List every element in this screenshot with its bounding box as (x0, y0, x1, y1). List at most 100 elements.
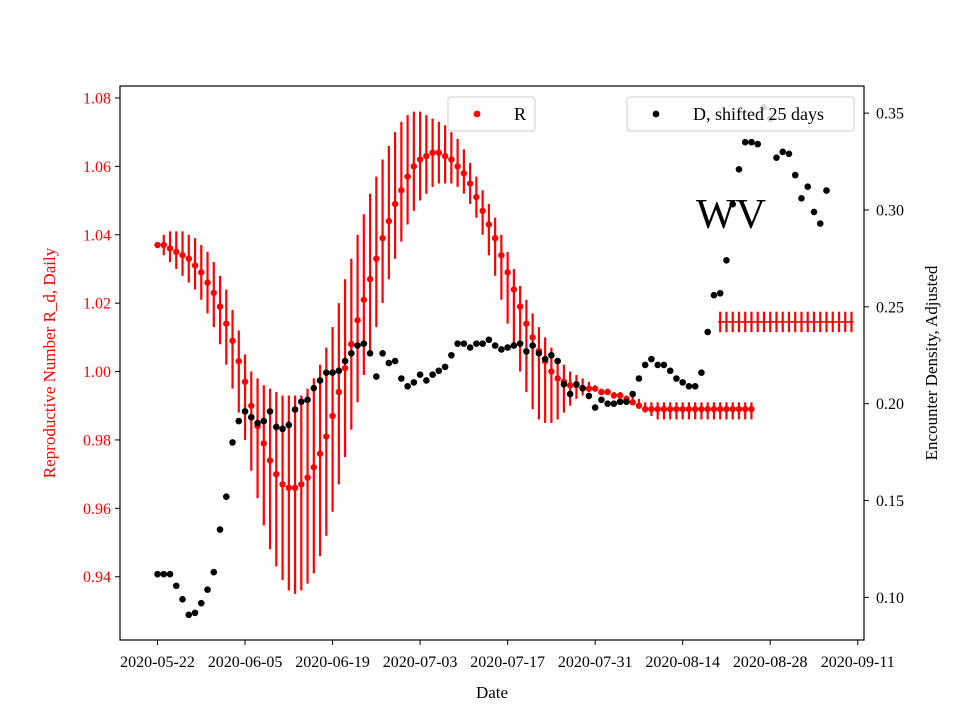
r-point (473, 193, 480, 201)
r-point (748, 405, 755, 413)
d-point (304, 396, 311, 404)
plot-frame (119, 85, 865, 641)
d-point (591, 404, 599, 411)
d-point (210, 568, 218, 576)
d-point (635, 375, 643, 382)
d-point (485, 336, 493, 344)
d-point (660, 361, 668, 369)
d-point (448, 351, 455, 359)
y-left-tick-label: 1.00 (83, 364, 111, 381)
d-point (323, 369, 330, 376)
d-point (260, 417, 268, 425)
d-point (310, 384, 318, 392)
d-point (179, 596, 186, 603)
d-point (573, 381, 580, 388)
d-point (391, 357, 399, 365)
d-point (235, 417, 243, 425)
r-point (398, 187, 405, 194)
d-point (247, 413, 255, 421)
r-point (435, 149, 443, 156)
d-point (523, 348, 530, 355)
r-point (429, 149, 436, 156)
d-point (416, 371, 424, 378)
d-point (172, 582, 180, 590)
r-point (204, 279, 211, 286)
r-point (229, 337, 236, 344)
r-point (598, 388, 605, 396)
r-point (516, 303, 524, 310)
r-point (548, 368, 555, 375)
r-point (710, 405, 718, 413)
r-point (185, 255, 192, 262)
d-point (385, 359, 393, 367)
r-point (154, 241, 161, 249)
r-point (498, 252, 505, 259)
r-point (179, 252, 186, 259)
r-point (654, 405, 661, 413)
r-point (216, 303, 224, 310)
r-point (348, 340, 355, 348)
y-axis-left-label: Reproductive Number R_d, Daily (40, 247, 59, 478)
y-right-tick-label: 0.30 (876, 202, 904, 219)
d-point (435, 367, 443, 375)
d-point (654, 361, 661, 369)
d-point (473, 340, 480, 347)
r-point (704, 405, 711, 413)
d-point (816, 220, 824, 227)
y-left-tick-label: 0.94 (83, 569, 111, 586)
d-point (379, 350, 386, 357)
d-point (798, 195, 805, 202)
r-point (523, 320, 530, 327)
d-point (366, 350, 374, 357)
x-tick-label: 2020-08-14 (645, 654, 720, 671)
d-point (423, 377, 430, 384)
r-point (660, 405, 668, 413)
r-point (529, 334, 536, 341)
d-point (285, 421, 293, 429)
y-left-tick-label: 1.02 (83, 296, 111, 313)
r-point (641, 405, 649, 413)
r-point (454, 163, 461, 170)
r-point (304, 474, 311, 481)
d-point (266, 408, 274, 415)
r-point (466, 180, 474, 187)
legend-r: R (447, 96, 536, 132)
d-point (454, 340, 461, 347)
d-point (197, 599, 205, 607)
r-point (635, 402, 643, 409)
d-point (698, 369, 705, 376)
r-point (341, 364, 349, 372)
r-point (248, 402, 255, 409)
d-point (741, 138, 749, 146)
r-point (729, 405, 736, 413)
x-tick-label: 2020-07-17 (470, 654, 545, 671)
d-point (279, 425, 286, 433)
r-point (373, 255, 380, 262)
d-point (691, 382, 699, 390)
d-point (222, 493, 230, 500)
d-point (504, 344, 511, 351)
d-point (354, 342, 361, 349)
r-point (335, 388, 343, 396)
legend-r-label: R (514, 104, 526, 124)
r-point (285, 484, 293, 492)
r-point (510, 286, 518, 293)
d-point (273, 423, 280, 431)
d-point (823, 187, 830, 194)
d-point (341, 357, 349, 365)
y-left-tick-label: 1.06 (83, 159, 111, 176)
r-point (310, 464, 318, 471)
y-right-tick-label: 0.20 (876, 396, 904, 413)
d-point (166, 570, 174, 578)
d-point (804, 183, 812, 191)
r-point (504, 269, 511, 276)
r-point (685, 405, 693, 413)
r-point (291, 484, 299, 492)
d-point (629, 390, 636, 398)
r-point (223, 320, 230, 327)
r-point (735, 405, 743, 413)
y-right-tick-label: 0.10 (876, 590, 904, 607)
r-point (566, 382, 574, 389)
d-point (704, 328, 711, 336)
r-point (210, 289, 217, 297)
